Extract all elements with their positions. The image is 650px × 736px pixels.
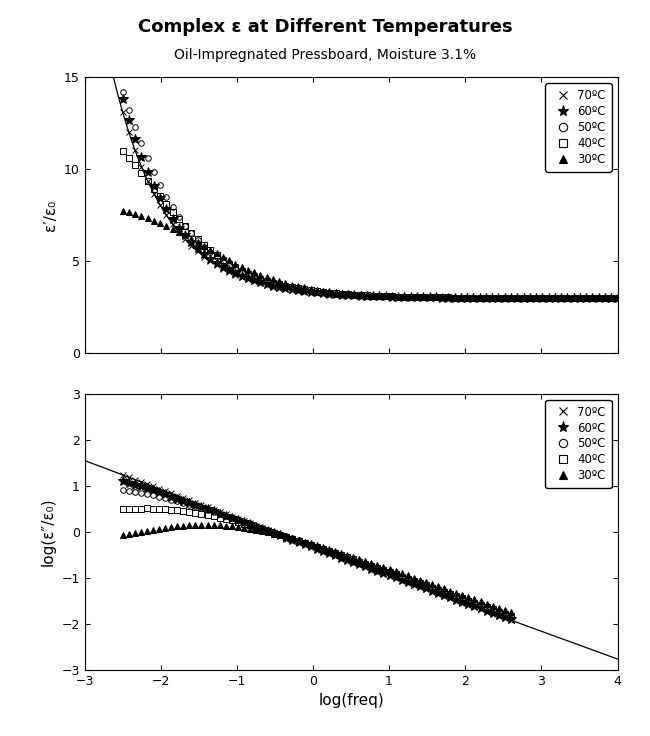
X-axis label: log(freq): log(freq)	[318, 693, 384, 708]
Legend: 70ºC, 60ºC, 50ºC, 40ºC, 30ºC: 70ºC, 60ºC, 50ºC, 40ºC, 30ºC	[545, 400, 612, 488]
Legend: 70ºC, 60ºC, 50ºC, 40ºC, 30ºC: 70ºC, 60ºC, 50ºC, 40ºC, 30ºC	[545, 83, 612, 171]
Text: Complex ε at Different Temperatures: Complex ε at Different Temperatures	[138, 18, 512, 36]
Y-axis label: ε′/ε₀: ε′/ε₀	[43, 199, 58, 231]
Y-axis label: log(ε″/ε₀): log(ε″/ε₀)	[41, 498, 56, 566]
Text: Oil-Impregnated Pressboard, Moisture 3.1%: Oil-Impregnated Pressboard, Moisture 3.1…	[174, 48, 476, 62]
